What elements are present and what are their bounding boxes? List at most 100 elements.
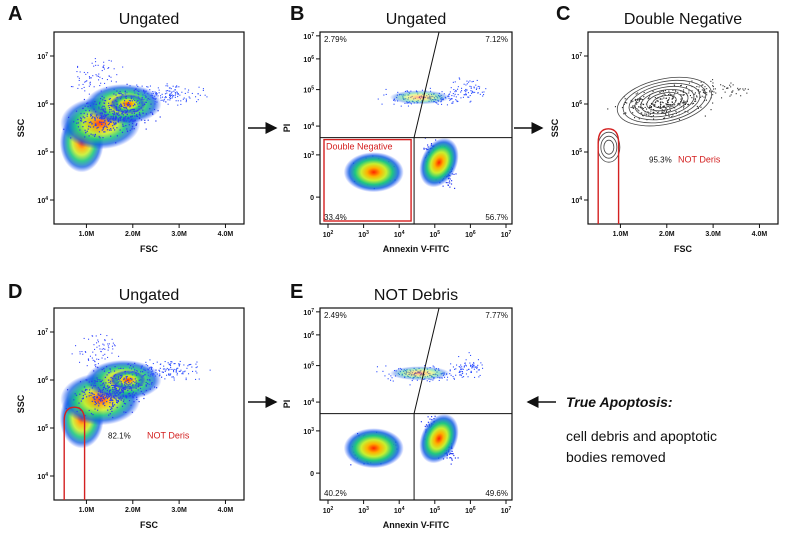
data-point [110, 76, 112, 78]
data-point [128, 363, 130, 365]
data-point [140, 367, 142, 369]
data-point [450, 183, 453, 185]
data-point [121, 383, 123, 385]
data-point [108, 123, 110, 125]
data-point [460, 368, 462, 370]
data-point [176, 369, 178, 371]
data-point [482, 95, 484, 97]
data-point [143, 397, 145, 400]
data-point [456, 101, 458, 103]
data-point [181, 373, 183, 375]
data-point [107, 343, 109, 345]
data-point [131, 389, 133, 391]
data-point [107, 385, 109, 387]
data-point [449, 178, 451, 180]
data-point [139, 384, 141, 386]
data-point [706, 92, 708, 94]
y-tick-label: 106 [303, 331, 314, 340]
data-point [99, 112, 101, 114]
data-point [674, 89, 676, 91]
data-point [168, 373, 170, 375]
data-point [103, 61, 105, 63]
data-point [165, 101, 167, 103]
data-point [437, 103, 439, 105]
data-point [97, 401, 99, 403]
quadrant-ur-percent: 7.12% [485, 35, 508, 44]
data-point [485, 88, 487, 90]
data-point [154, 91, 156, 93]
data-point [455, 90, 457, 92]
data-point [471, 81, 473, 83]
data-point [113, 344, 115, 346]
density-blob [419, 413, 459, 464]
quadrant-lr-percent: 49.6% [485, 489, 508, 498]
data-point [126, 110, 128, 113]
data-point [155, 372, 157, 374]
data-point [120, 398, 122, 400]
data-point [131, 126, 134, 128]
data-point [134, 103, 136, 105]
data-point [706, 88, 708, 90]
data-point [108, 129, 111, 131]
data-point [120, 396, 122, 398]
data-point [425, 148, 427, 150]
data-point [471, 91, 473, 93]
data-point [455, 368, 457, 370]
data-point [124, 112, 126, 114]
data-point [132, 120, 134, 122]
data-point [90, 384, 92, 386]
data-point [710, 80, 712, 82]
data-point [702, 84, 704, 86]
data-point [170, 365, 172, 367]
data-point [441, 103, 443, 105]
data-point [649, 106, 651, 108]
data-point [729, 84, 731, 86]
data-point [119, 108, 121, 110]
data-point [109, 386, 111, 388]
data-point [665, 97, 667, 99]
data-point [465, 84, 467, 86]
data-point [455, 173, 457, 175]
data-point [126, 113, 128, 116]
data-point [122, 66, 124, 68]
data-point [130, 96, 132, 98]
data-point [197, 93, 199, 95]
data-point [125, 411, 127, 413]
data-point [189, 364, 191, 366]
data-point [133, 394, 135, 396]
data-point [105, 382, 107, 384]
data-point [111, 345, 113, 347]
data-point [94, 58, 96, 60]
data-point [113, 397, 116, 399]
data-point [140, 119, 143, 121]
data-point [152, 97, 154, 99]
data-point [141, 365, 143, 367]
data-point [115, 399, 117, 401]
data-point [459, 371, 461, 373]
data-point [182, 98, 184, 100]
data-point [202, 88, 204, 90]
data-point [136, 90, 138, 92]
data-point [174, 89, 176, 91]
data-point [163, 365, 165, 367]
data-point [136, 110, 138, 112]
data-point [666, 110, 668, 112]
data-point [113, 116, 115, 119]
data-point [446, 457, 448, 459]
y-axis-label: SSC [550, 118, 560, 137]
data-point [132, 96, 134, 98]
data-point [451, 459, 453, 461]
data-point [737, 89, 739, 91]
data-point [456, 364, 458, 366]
data-point [106, 126, 108, 128]
data-point [727, 87, 729, 89]
data-point [131, 379, 133, 381]
data-point [179, 360, 181, 362]
data-point [124, 370, 127, 373]
data-point [671, 116, 673, 118]
data-point [167, 362, 169, 364]
data-point [104, 109, 106, 111]
data-point [115, 122, 117, 124]
x-tick-label: 104 [394, 230, 405, 239]
data-point [135, 392, 137, 394]
